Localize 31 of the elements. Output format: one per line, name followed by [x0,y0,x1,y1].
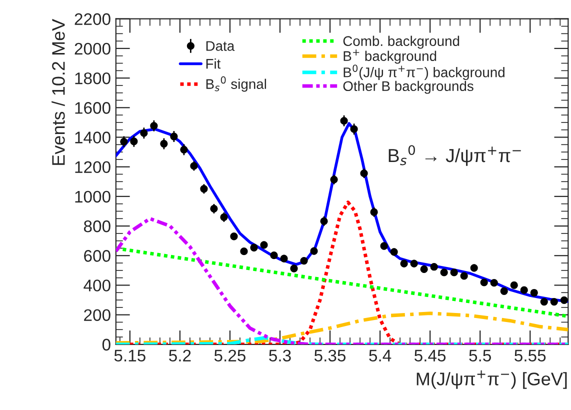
x-tick-label: 5.25 [214,350,246,362]
y-tick-label: 400 [84,280,110,292]
x-tick-label: 5.2 [169,350,191,362]
y-tick-label: 2200 [74,13,110,26]
legend-label: B$^{+}$ background [344,49,436,64]
x-tick-label: 5.55 [514,350,546,362]
y-tick-label: 0 [102,338,110,351]
y-tick-label: 1600 [75,102,110,114]
y-tick-label: 1000 [75,190,110,203]
y-tick-label: 800 [84,220,110,232]
x-tick-label: 5.4 [369,350,392,362]
legend-label: B$^{0}$(J/ψ π$^{+}$π$^{−}$) background [344,64,504,80]
x-tick-label: 5.45 [414,350,446,362]
x-tick-label: 5.35 [314,350,346,362]
y-tick-label: 200 [84,309,110,322]
y-tick-label: 600 [84,250,110,262]
y-axis-title: Events / 10.2 MeV [52,18,65,165]
annotation: B$_{s}$$^{0}$ → J/ψπ$^{+}$π$^{−}$ [388,145,521,166]
x-tick-label: 5.15 [114,350,146,362]
legend-label: B$_{s}$$^{0}$ signal [206,76,266,92]
legend-label: Comb. background [343,36,460,49]
y-tick-label: 2000 [74,42,110,55]
legend-label: Other B backgrounds [343,80,474,94]
y-tick-label: 1800 [75,72,110,84]
x-tick-label: 5.5 [469,350,491,362]
legend-label: Fit [206,58,221,69]
x-axis-title: M(J/ψπ$^{+}$π$^{−}$) [GeV] [416,370,567,389]
y-tick-label: 1400 [75,132,110,144]
legend-label: Data [206,41,235,51]
x-tick-label: 5.3 [269,350,291,362]
y-tick-label: 1200 [75,161,110,174]
